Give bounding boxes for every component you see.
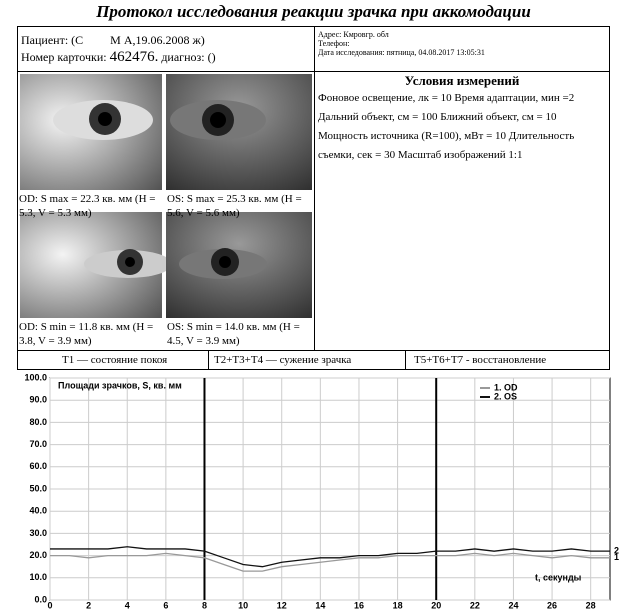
x-tick-label: 12: [277, 600, 287, 610]
phases-row: T1 — состояние покоя T2+T3+T4 — сужение …: [17, 350, 610, 370]
x-tick-label: 2: [86, 600, 91, 610]
chart: 0.0 10.0 20.0 30.0 40.0 50.0 60.0 70.0 80.0 90.0 1…: [24, 372, 619, 610]
x-tick-label: 26: [547, 600, 557, 610]
x-axis-label: t, секунды: [535, 572, 582, 582]
y-tick-label: 60.0: [29, 461, 47, 471]
caption: OD: S min = 11.8 кв. мм (H = 3.8, V = 3.…: [19, 321, 154, 347]
end-label: 2: [614, 546, 619, 556]
card-number: 462476.: [109, 49, 159, 65]
card: Номер карточки: 462476. диагноз: (): [21, 49, 216, 65]
phase: T5+T6+T7 - восстановление: [414, 354, 547, 366]
patient-name: Пациент: (С М А,19.06.2008 ж): [21, 33, 205, 47]
eye-od-max: [20, 74, 162, 190]
phase: T2+T3+T4 — сужение зрачка: [214, 354, 352, 366]
divider: [208, 351, 209, 369]
x-tick-label: 4: [125, 600, 130, 610]
conditions-text: Фоновое освещение, лк = 10 Время адаптац…: [318, 92, 575, 161]
phase: T1 — состояние покоя: [62, 354, 168, 366]
date: Дата исследования: пятница, 04.08.2017 1…: [318, 48, 485, 57]
y-tick-label: 50.0: [29, 483, 47, 493]
phone: Телефон:: [318, 39, 350, 48]
patient-cell: Пациент: (С М А,19.06.2008 ж) Номер карт…: [17, 26, 315, 72]
address: Адрес: Кмровгр. обл: [318, 30, 389, 39]
divider: [405, 351, 406, 369]
x-tick-label: 6: [163, 600, 168, 610]
eye-os-max: [166, 74, 312, 190]
legend-label: 2. OS: [494, 391, 517, 401]
contact-cell: Адрес: Кмровгр. обл Телефон: Дата исслед…: [314, 26, 610, 72]
caption: OS: S max = 25.3 кв. мм (H = 5.6, V = 5.…: [167, 193, 302, 219]
x-tick-label: 14: [315, 600, 325, 610]
y-tick-label: 10.0: [29, 572, 47, 582]
y-tick-label: 30.0: [29, 528, 47, 538]
y-tick-label: 100.0: [24, 372, 47, 382]
eye-os-min: [166, 212, 312, 318]
y-tick-label: 0.0: [34, 594, 47, 604]
x-tick-label: 24: [508, 600, 518, 610]
diagnosis: диагноз: (): [161, 50, 216, 64]
chart-title: Площади зрачков, S, кв. мм: [58, 380, 182, 390]
y-tick-label: 20.0: [29, 550, 47, 560]
y-tick-label: 80.0: [29, 417, 47, 427]
caption: OS: S min = 14.0 кв. мм (H = 4.5, V = 3.…: [167, 321, 300, 347]
caption: OD: S max = 22.3 кв. мм (H = 5.3, V = 5.…: [19, 193, 156, 219]
x-tick-label: 0: [47, 600, 52, 610]
x-tick-label: 18: [393, 600, 403, 610]
series-line: [50, 546, 610, 568]
x-tick-label: 28: [586, 600, 596, 610]
eye-od-min: [20, 212, 172, 318]
end-label: 1: [614, 552, 619, 562]
y-tick-label: 40.0: [29, 506, 47, 516]
y-tick-label: 90.0: [29, 395, 47, 405]
title: Протокол исследования реакции зрачка при…: [96, 2, 531, 21]
series-line: [50, 552, 610, 572]
conditions-cell: Условия измерений Фоновое освещение, лк …: [314, 71, 610, 351]
conditions-title: Условия измерений: [404, 73, 520, 88]
y-tick-label: 70.0: [29, 439, 47, 449]
x-tick-label: 20: [431, 600, 441, 610]
card-label: Номер карточки:: [21, 50, 107, 64]
legend-label: 1. OD: [494, 382, 518, 392]
x-tick-label: 10: [238, 600, 248, 610]
x-tick-label: 8: [202, 600, 207, 610]
x-tick-label: 22: [470, 600, 480, 610]
eye-images: [20, 74, 312, 318]
x-tick-label: 16: [354, 600, 364, 610]
